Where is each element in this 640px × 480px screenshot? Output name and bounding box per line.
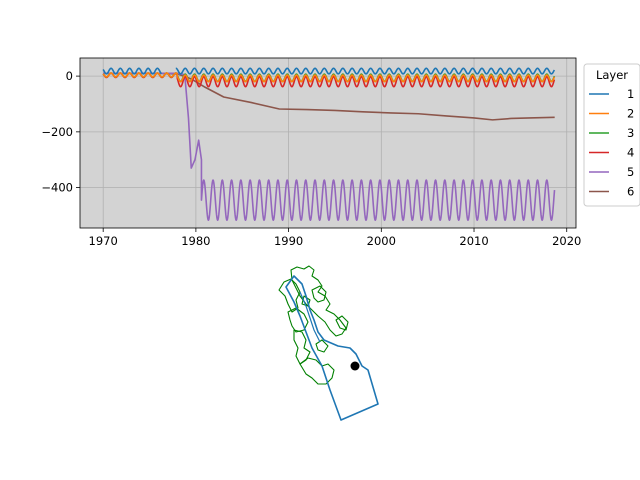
subregion-outline [299, 357, 335, 385]
legend-item-layer-6: 6 [589, 185, 634, 199]
subregion-outline [335, 315, 349, 331]
legend-label: 4 [627, 146, 634, 160]
legend-item-layer-4: 4 [589, 146, 634, 160]
x-tick-label: 2000 [367, 234, 396, 248]
legend-label: 1 [627, 87, 634, 101]
x-axis-ticks: 1970 1980 1990 2000 2010 2020 [89, 228, 581, 248]
series-lines [102, 67, 556, 221]
subregion-outline [315, 339, 329, 353]
map-marker [350, 361, 360, 371]
map-region-outline [285, 275, 379, 421]
x-tick-label: 2010 [459, 234, 488, 248]
x-tick-label: 2020 [552, 234, 581, 248]
plot-background [80, 58, 576, 228]
subregion-outline [287, 307, 309, 333]
subregion-outline [278, 278, 301, 313]
series-line-layer-5 [103, 72, 556, 221]
subregion-outline [290, 265, 347, 337]
y-tick-label: −200 [41, 125, 73, 139]
subregion-outline [301, 295, 311, 307]
map-panel [278, 265, 379, 421]
timeseries-axes: 1970 1980 1990 2000 2010 2020 0 −200 −400 [41, 57, 581, 248]
x-tick-label: 1990 [274, 234, 303, 248]
series-line-layer-1 [102, 67, 556, 75]
legend-item-layer-5: 5 [589, 165, 634, 179]
legend-item-layer-3: 3 [589, 126, 634, 140]
series-line-layer-4 [102, 72, 556, 88]
legend-label: 6 [627, 185, 634, 199]
legend-items: 1 2 3 4 5 6 [589, 87, 634, 199]
map-region-inner-line [299, 291, 321, 343]
legend-item-layer-2: 2 [589, 107, 634, 121]
map-subregions [278, 265, 349, 385]
legend-label: 3 [627, 126, 634, 140]
y-tick-label: 0 [66, 69, 73, 83]
x-tick-label: 1980 [181, 234, 210, 248]
subregion-outline [311, 285, 327, 303]
series-line-layer-2 [102, 72, 556, 83]
x-tick-label: 1970 [89, 234, 118, 248]
y-tick-label: −400 [41, 181, 73, 195]
legend-label: 2 [627, 107, 634, 121]
plot-frame [79, 57, 577, 229]
legend: Layer 1 2 3 4 5 6 [583, 63, 640, 207]
legend-title: Layer [596, 68, 628, 82]
legend-label: 5 [627, 165, 634, 179]
legend-box [583, 63, 640, 207]
legend-item-layer-1: 1 [589, 87, 634, 101]
y-axis-ticks: 0 −200 −400 [41, 69, 80, 195]
